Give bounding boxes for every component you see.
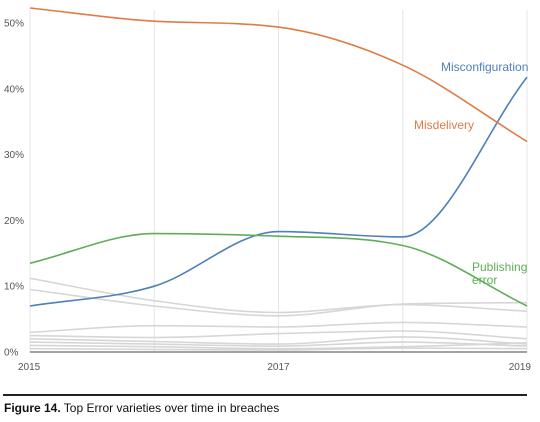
y-tick-label: 10% [4, 282, 24, 293]
x-tick-label: 2019 [509, 362, 532, 373]
series-label-misconfiguration: Misconfiguration [441, 60, 528, 74]
background-series-line-6 [29, 341, 528, 347]
series-labels: Misconfiguration Misdelivery Publishingerr… [414, 60, 528, 287]
x-tick-label: 2015 [18, 362, 41, 373]
line-chart: 0% 10% 20% 30% 40% 50% 2015 2017 2019 Misconfig… [4, 7, 531, 373]
main-series-group [29, 7, 528, 307]
caption-text: Top Error varieties over time in breache… [60, 401, 280, 415]
series-label-publishing-error: error [472, 273, 497, 287]
y-tick-label: 20% [4, 216, 24, 227]
gridlines [29, 10, 528, 353]
x-axis-ticks: 2015 2017 2019 [18, 362, 531, 373]
x-tick-label: 2017 [267, 362, 290, 373]
figure-number: Figure 14. [4, 401, 61, 415]
series-line-misconfiguration [29, 76, 528, 307]
caption-divider [3, 394, 527, 396]
background-series-group [29, 277, 528, 351]
y-tick-label: 30% [4, 150, 24, 161]
background-series-line-4 [29, 330, 528, 340]
y-tick-label: 0% [4, 348, 19, 359]
series-line-misdelivery [29, 7, 528, 143]
figure-caption: Figure 14. Top Error varieties over time… [4, 401, 279, 415]
background-series-line-3 [29, 321, 528, 334]
y-tick-label: 40% [4, 84, 24, 95]
y-axis-ticks: 0% 10% 20% 30% 40% 50% [4, 19, 24, 359]
background-series-line-8 [29, 347, 528, 351]
background-series-line-2 [29, 288, 528, 317]
series-line-publishing-error [29, 232, 528, 307]
y-tick-label: 50% [4, 19, 24, 30]
background-series-line-5 [29, 336, 528, 345]
series-label-misdelivery: Misdelivery [414, 118, 474, 132]
series-label-publishing-error: Publishing [472, 260, 527, 274]
background-series-line-7 [29, 342, 528, 350]
